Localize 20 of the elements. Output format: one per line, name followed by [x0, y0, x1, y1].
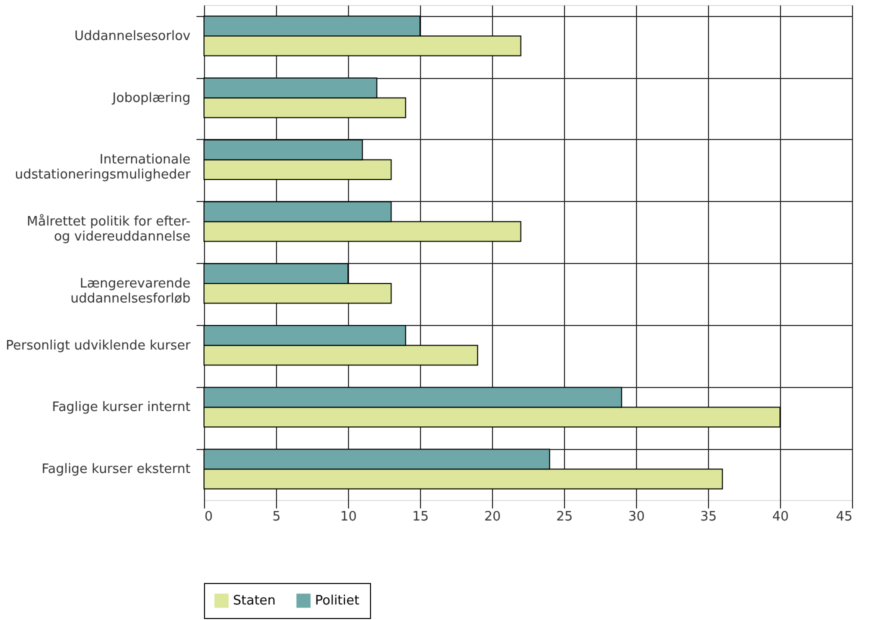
x-tick-label: 45	[836, 510, 852, 524]
x-tick-label: 20	[484, 510, 501, 524]
legend-label: Politiet	[315, 594, 360, 609]
y-tick-label: Længerevarende uddannelsesforløb	[70, 276, 190, 306]
y-tick-label: Målrettet politik for efter- og videreuddannelse	[26, 214, 191, 245]
x-tick-label: 15	[412, 510, 429, 524]
y-tick-label: Uddannelsesorlov	[74, 28, 191, 44]
y-tick-label: Personligt udviklende kurser	[6, 338, 192, 354]
y-tick-label: Faglige kurser internt	[52, 400, 190, 416]
y-tick-label: Joboplæring	[111, 90, 190, 106]
x-tick-label: 10	[340, 510, 357, 524]
x-tick-label: 35	[700, 510, 717, 524]
x-tick-label: 25	[556, 510, 573, 524]
x-tick-label: 40	[772, 510, 789, 524]
y-tick-label: Internationale udstationeringsmuligheder	[14, 152, 192, 183]
legend-label: Staten	[233, 594, 276, 609]
y-tick-label: Faglige kurser eksternt	[42, 462, 190, 478]
x-tick-label: 0	[204, 510, 213, 524]
x-tick-label: 30	[628, 510, 645, 524]
x-tick-label: 5	[272, 510, 281, 524]
